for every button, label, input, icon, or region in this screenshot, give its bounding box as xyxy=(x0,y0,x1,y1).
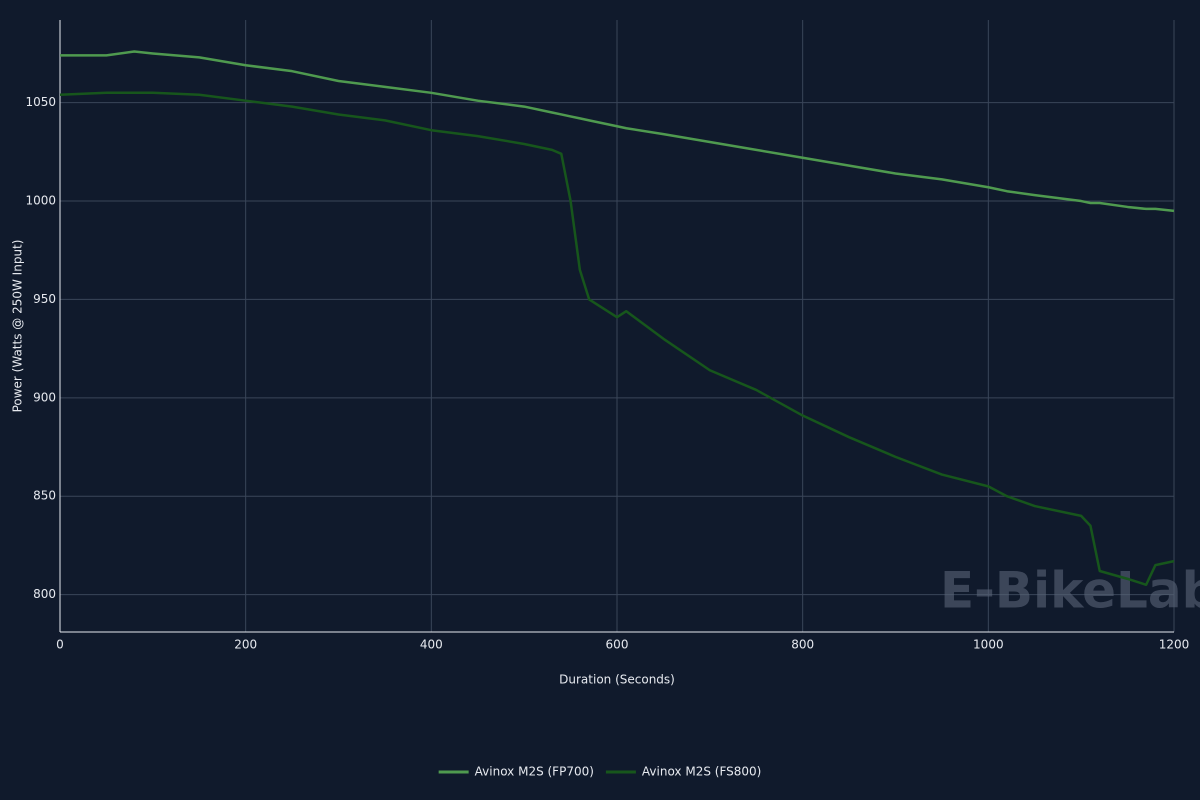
watermark: E-BikeLab xyxy=(940,562,1200,620)
legend: Avinox M2S (FP700) Avinox M2S (FS800) xyxy=(438,765,761,779)
legend-label: Avinox M2S (FP700) xyxy=(475,765,594,779)
y-axis-label: Power (Watts @ 250W Input) xyxy=(11,240,25,413)
y-tick-label: 1000 xyxy=(25,194,56,208)
y-tick-label: 950 xyxy=(33,292,56,306)
x-axis-label: Duration (Seconds) xyxy=(559,673,675,687)
line xyxy=(60,50,1175,213)
y-tick-label: 850 xyxy=(33,489,56,503)
y-tick-label: 1050 xyxy=(25,95,56,109)
y-tick-label: 900 xyxy=(33,390,56,404)
legend-item: Avinox M2S (FP700) xyxy=(438,765,594,779)
y-tick-label: 800 xyxy=(33,587,56,601)
x-tick-label: 0 xyxy=(56,638,64,652)
legend-item: Avinox M2S (FS800) xyxy=(605,765,761,779)
x-tick-label: 800 xyxy=(791,638,814,652)
x-tick-label: 600 xyxy=(606,638,629,652)
line xyxy=(59,91,1175,587)
legend-label: Avinox M2S (FS800) xyxy=(642,765,761,779)
x-tick-label: 400 xyxy=(420,638,443,652)
x-tick-label: 1200 xyxy=(1159,638,1190,652)
x-tick-label: 1000 xyxy=(973,638,1004,652)
x-tick-label: 200 xyxy=(234,638,257,652)
grid xyxy=(59,20,1175,632)
